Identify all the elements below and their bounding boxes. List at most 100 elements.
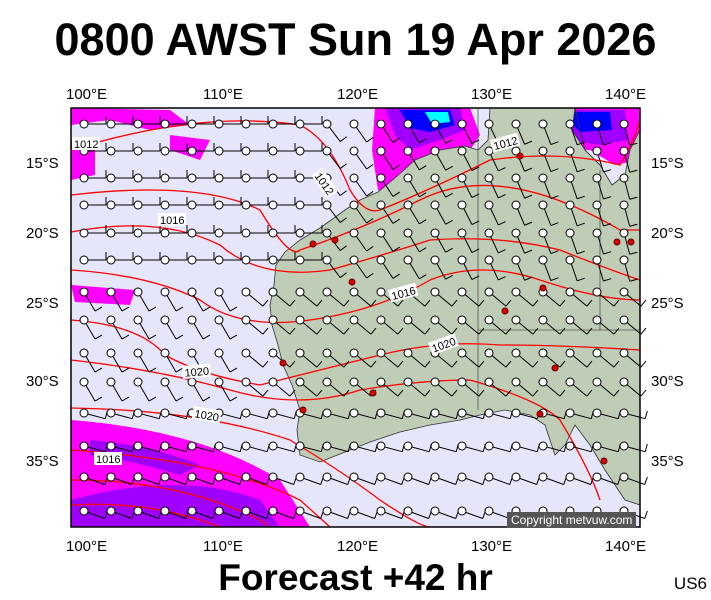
wind-barb [403,408,432,420]
wind-barb [511,377,539,397]
wind-barb [79,170,107,183]
lon-label: 110°E [203,86,243,103]
wind-barb [430,287,458,307]
wind-barb [106,252,134,265]
station-marker [369,389,377,397]
wind-barb [619,173,638,200]
wind-barb [349,255,374,279]
wind-barb [133,408,162,420]
wind-barb [160,225,188,238]
lat-label: 25°S [651,295,684,312]
wind-barb [592,200,612,227]
wind-barb [214,197,242,210]
wind-barb [538,255,559,282]
wind-barb [565,228,585,255]
wind-barb [241,225,269,238]
wind-barb [160,287,184,312]
lon-label: 100°E [66,86,108,103]
wind-barb [457,119,480,145]
wind-barb [106,377,130,402]
wind-barb [511,348,539,368]
wind-barb [457,287,485,307]
wind-barb [79,315,103,340]
region-code: US6 [673,574,707,593]
wind-barb [322,146,347,169]
wind-barb [538,348,566,368]
wind-barb [349,287,377,307]
wind-barb [376,173,400,197]
wind-barb [484,315,512,335]
station-marker [600,457,608,465]
wind-barb [106,143,134,156]
wind-barb [322,348,350,368]
wind-barb [349,441,378,453]
wind-barb [79,287,103,312]
wind-barb [511,228,533,254]
station-marker [279,359,287,367]
wind-barb [511,255,533,281]
wind-barb [133,252,161,265]
station-marker [627,238,635,246]
wind-barb [241,252,269,265]
wind-barb [430,173,453,198]
wind-barb [457,348,485,368]
wind-barb [619,348,647,368]
lat-label: 15°S [26,155,59,172]
wind-barb [511,200,533,226]
station-marker [348,278,356,286]
wind-barb [349,348,377,368]
wind-barb [403,377,431,397]
station-marker [331,236,339,244]
wind-barb [538,472,567,485]
wind-barb [592,228,612,255]
wind-barb [133,348,157,373]
forecast-label: Forecast +42 hr [218,557,493,598]
wind-barb [268,225,296,238]
wind-barb [295,170,323,183]
wind-barb [457,472,486,485]
wind-barb [295,116,323,129]
wind-barb [268,143,296,156]
wind-barb [268,348,296,368]
wind-barb [565,377,593,397]
wind-barb [106,506,135,519]
wind-barb [322,441,351,453]
wind-barb [295,315,323,335]
wind-barb [565,255,585,282]
wind-barb [484,287,512,307]
wind-barb [268,377,296,397]
wind-barb [430,119,453,144]
wind-barb [160,472,189,485]
wind-barb [268,252,296,265]
wind-barb [187,116,215,129]
wind-barb [511,315,539,335]
wind-barb [133,377,157,402]
wind-barb [187,252,215,265]
wind-barb [79,408,108,420]
wind-barb [403,472,432,485]
wind-barb [565,200,585,227]
wind-barb [295,506,324,519]
wind-barb [538,119,559,146]
wind-barb [403,315,431,335]
wind-barb [484,472,513,485]
wind-barb [187,472,216,485]
wind-barb [538,200,559,227]
wind-barb [376,506,405,519]
wind-barb [457,228,480,254]
wind-barb [187,441,216,453]
station-marker [539,284,547,292]
wind-barb [430,255,453,280]
wind-barb [160,252,188,265]
isobar-label: 1012 [74,139,98,151]
wind-barb [565,287,593,307]
wind-barb [187,287,211,312]
isobar-label: 1020 [194,408,220,424]
wind-barb [403,119,427,144]
wind-barb [295,441,324,453]
isobar-label: 1016 [96,454,120,466]
wind-barb [295,225,323,238]
wind-barb [295,377,323,397]
isobar-label: 1016 [160,215,184,227]
wind-barb [214,143,242,156]
